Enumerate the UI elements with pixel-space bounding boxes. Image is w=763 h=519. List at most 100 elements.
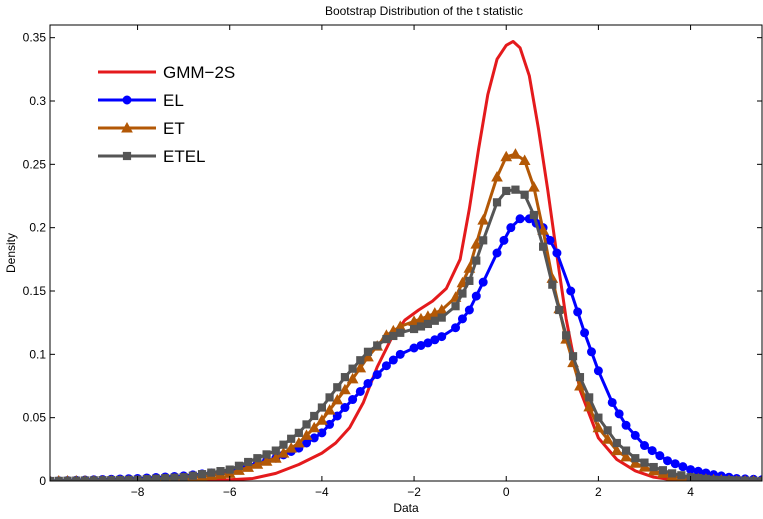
data-point	[382, 335, 391, 344]
data-point	[621, 420, 631, 430]
data-point	[294, 428, 303, 437]
data-point	[207, 468, 216, 477]
data-point	[612, 438, 621, 448]
data-point	[216, 467, 225, 476]
data-point	[456, 276, 469, 288]
data-point	[492, 198, 502, 207]
data-point	[724, 476, 734, 481]
data-point	[381, 361, 391, 371]
data-point	[308, 421, 321, 433]
data-point	[170, 473, 179, 481]
data-point	[585, 393, 594, 402]
data-point	[277, 447, 290, 458]
data-point	[620, 450, 632, 462]
data-point	[285, 442, 298, 453]
data-point	[500, 150, 513, 162]
y-tick-label: 0.1	[29, 347, 46, 361]
data-point	[333, 383, 342, 392]
data-point	[317, 403, 326, 412]
data-point	[548, 280, 557, 289]
data-point	[389, 331, 398, 341]
data-point	[188, 471, 197, 480]
x-tick-label: 0	[503, 485, 510, 499]
series-et	[50, 148, 762, 481]
data-point	[317, 428, 327, 438]
data-point	[629, 457, 642, 468]
data-point	[234, 461, 244, 470]
data-point	[197, 470, 207, 479]
legend-label: ETEL	[163, 147, 206, 166]
data-point	[293, 436, 305, 448]
data-point	[580, 328, 590, 338]
series-etel	[50, 185, 762, 481]
legend-item: ET	[98, 119, 185, 138]
data-point	[253, 454, 262, 463]
data-point	[271, 446, 280, 455]
data-point	[586, 347, 596, 357]
legend-marker	[122, 95, 132, 105]
series-line	[50, 39, 762, 481]
data-point	[331, 393, 344, 405]
series-el	[50, 214, 762, 481]
data-point	[509, 148, 522, 159]
legend: GMM−2S EL ET ETEL	[98, 63, 235, 166]
data-point	[287, 434, 296, 443]
data-point	[492, 248, 502, 258]
data-point	[566, 286, 576, 296]
data-point	[373, 341, 382, 350]
data-point	[124, 475, 133, 481]
data-point	[472, 256, 481, 265]
data-point	[573, 307, 583, 317]
data-point	[479, 236, 488, 245]
y-axis-label: Density	[4, 233, 18, 273]
data-point	[458, 289, 467, 298]
data-point	[537, 224, 549, 235]
data-point	[491, 170, 503, 182]
data-point	[528, 181, 540, 192]
data-point	[555, 305, 564, 315]
data-point	[363, 347, 373, 356]
data-point	[518, 154, 531, 166]
legend-item: EL	[98, 91, 184, 110]
data-point	[499, 235, 509, 245]
data-point	[511, 185, 520, 194]
data-point	[242, 461, 255, 472]
data-point	[717, 475, 726, 481]
legend-marker	[122, 151, 132, 161]
data-point	[325, 393, 334, 402]
data-point	[471, 291, 481, 301]
data-point	[465, 276, 474, 285]
data-point	[621, 446, 631, 455]
data-point	[356, 356, 365, 365]
data-point	[310, 411, 319, 421]
data-point	[451, 302, 460, 311]
x-tick-label: −8	[131, 485, 145, 499]
data-point	[663, 456, 673, 466]
data-point	[640, 458, 649, 467]
data-point	[658, 466, 668, 475]
data-point	[477, 214, 490, 225]
data-point	[451, 323, 461, 333]
data-point	[363, 378, 373, 388]
data-point	[388, 355, 398, 365]
plot-frame	[49, 24, 763, 482]
data-point	[225, 465, 234, 474]
data-point	[348, 395, 358, 405]
data-point	[244, 457, 253, 467]
data-point	[260, 455, 273, 466]
data-point	[300, 429, 313, 440]
data-point	[630, 430, 640, 440]
data-point	[142, 475, 151, 481]
data-point	[340, 403, 350, 413]
data-point	[437, 313, 446, 322]
data-point	[649, 462, 658, 472]
data-point	[515, 214, 525, 224]
data-point	[668, 469, 677, 478]
data-point	[478, 277, 488, 287]
x-tick-label: −6	[223, 485, 237, 499]
legend-label: ET	[163, 119, 185, 138]
x-axis-label: Data	[393, 501, 419, 515]
y-tick-label: 0.2	[29, 221, 46, 235]
y-tick-label: 0.25	[23, 157, 47, 171]
